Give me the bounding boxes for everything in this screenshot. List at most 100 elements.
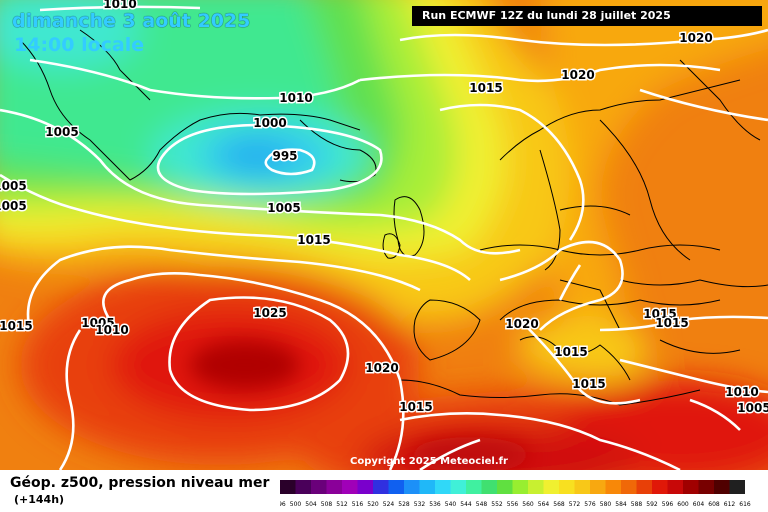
scale-swatch — [450, 480, 466, 494]
scale-label: 508 — [321, 501, 333, 508]
isobar-label: 1005 — [81, 316, 114, 330]
scale-label: 576 — [584, 501, 596, 508]
scale-swatch — [295, 480, 311, 494]
copyright-text: Copyright 2025 Meteociel.fr — [350, 456, 508, 467]
scale-swatch — [435, 480, 451, 494]
scale-label: 572 — [569, 501, 581, 508]
scale-label: 544 — [460, 501, 472, 508]
scale-swatch — [481, 480, 497, 494]
scale-label: 524 — [383, 501, 395, 508]
scale-label: 536 — [429, 501, 441, 508]
scale-label: 564 — [538, 501, 550, 508]
isobar-label: 1005 — [45, 125, 78, 139]
isobar-label: 1015 — [572, 377, 605, 391]
scale-label: 592 — [646, 501, 658, 508]
legend-footer: Géop. z500, pression niveau mer (+144h) … — [0, 470, 768, 512]
scale-label: 540 — [445, 501, 457, 508]
scale-label: 512 — [336, 501, 348, 508]
isobar-label: 1015 — [399, 400, 432, 414]
isobar-label: 1020 — [561, 68, 594, 82]
scale-label: 584 — [615, 501, 627, 508]
scale-swatch — [528, 480, 544, 494]
scale-swatch — [652, 480, 668, 494]
scale-swatch — [714, 480, 730, 494]
run-info-banner: Run ECMWF 12Z du lundi 28 juillet 2025 — [412, 6, 762, 26]
isobar-label: 1025 — [253, 306, 286, 320]
scale-swatch — [342, 480, 358, 494]
isobar-label: 1015 — [469, 81, 502, 95]
scale-label: 528 — [398, 501, 410, 508]
scale-swatch — [373, 480, 389, 494]
scale-label: 600 — [677, 501, 689, 508]
scale-label: 516 — [352, 501, 364, 508]
scale-label: 604 — [693, 501, 705, 508]
isobar-label: 995 — [272, 149, 297, 163]
scale-swatch — [636, 480, 652, 494]
scale-swatch — [357, 480, 373, 494]
legend-subtitle: (+144h) — [14, 493, 65, 506]
scale-label: 580 — [600, 501, 612, 508]
scale-swatch — [512, 480, 528, 494]
scale-label: 496 — [280, 501, 286, 508]
scale-swatch — [698, 480, 714, 494]
scale-swatch — [590, 480, 606, 494]
isobar-label: 1010 — [103, 0, 136, 11]
scale-label: 588 — [631, 501, 643, 508]
scale-label: 548 — [476, 501, 488, 508]
scale-label: 520 — [367, 501, 379, 508]
geopotential-field — [0, 0, 768, 470]
isobar-label: 1015 — [0, 319, 33, 333]
scale-label: 552 — [491, 501, 503, 508]
isobars — [0, 5, 768, 470]
isobar-label: 1005 — [267, 201, 300, 215]
scale-swatch — [404, 480, 420, 494]
isobar-label: 1005 — [0, 199, 27, 213]
scale-swatch — [559, 480, 575, 494]
scale-swatch — [311, 480, 327, 494]
isobar-label: 1015 — [643, 307, 676, 321]
coastlines — [19, 29, 768, 406]
scale-swatch — [605, 480, 621, 494]
scale-swatch — [388, 480, 404, 494]
scale-label: 616 — [739, 501, 751, 508]
isobar-label: 1010 — [95, 323, 128, 337]
isobar-label: 1005 — [737, 401, 768, 415]
scale-swatch — [667, 480, 683, 494]
weather-map: 1010 1020 1020 1015 1010 1000 995 1005 1… — [0, 0, 768, 470]
isobar-label: 1015 — [297, 233, 330, 247]
isobar-label: 1000 — [253, 116, 286, 130]
isobar-label: 1005 — [0, 179, 27, 193]
scale-swatch — [621, 480, 637, 494]
scale-label: 612 — [724, 501, 736, 508]
scale-label: 560 — [522, 501, 534, 508]
scale-label: 596 — [662, 501, 674, 508]
scale-swatch — [419, 480, 435, 494]
scale-label: 568 — [553, 501, 565, 508]
scale-label: 500 — [290, 501, 302, 508]
scale-swatch — [280, 480, 296, 494]
scale-swatch — [683, 480, 699, 494]
isobar-label: 1015 — [655, 316, 688, 330]
scale-swatch — [466, 480, 482, 494]
isobar-label: 1010 — [725, 385, 758, 399]
scale-swatch — [729, 480, 745, 494]
scale-label: 504 — [305, 501, 317, 508]
isobar-label: 1010 — [279, 91, 312, 105]
scale-swatch — [543, 480, 559, 494]
isobar-label: 1020 — [679, 31, 712, 45]
isobar-label: 1015 — [554, 345, 587, 359]
isobar-label: 1020 — [505, 317, 538, 331]
scale-swatch — [326, 480, 342, 494]
scale-label: 608 — [708, 501, 720, 508]
legend-title: Géop. z500, pression niveau mer — [10, 475, 270, 491]
isobar-label: 1020 — [365, 361, 398, 375]
scale-label: 556 — [507, 501, 519, 508]
forecast-time: 14:00 locale — [14, 34, 145, 56]
isobar-labels: 1010 1020 1020 1015 1010 1000 995 1005 1… — [0, 0, 768, 417]
forecast-date: dimanche 3 août 2025 — [12, 10, 251, 32]
scale-swatch — [497, 480, 513, 494]
scale-swatch — [574, 480, 590, 494]
scale-label: 532 — [414, 501, 426, 508]
